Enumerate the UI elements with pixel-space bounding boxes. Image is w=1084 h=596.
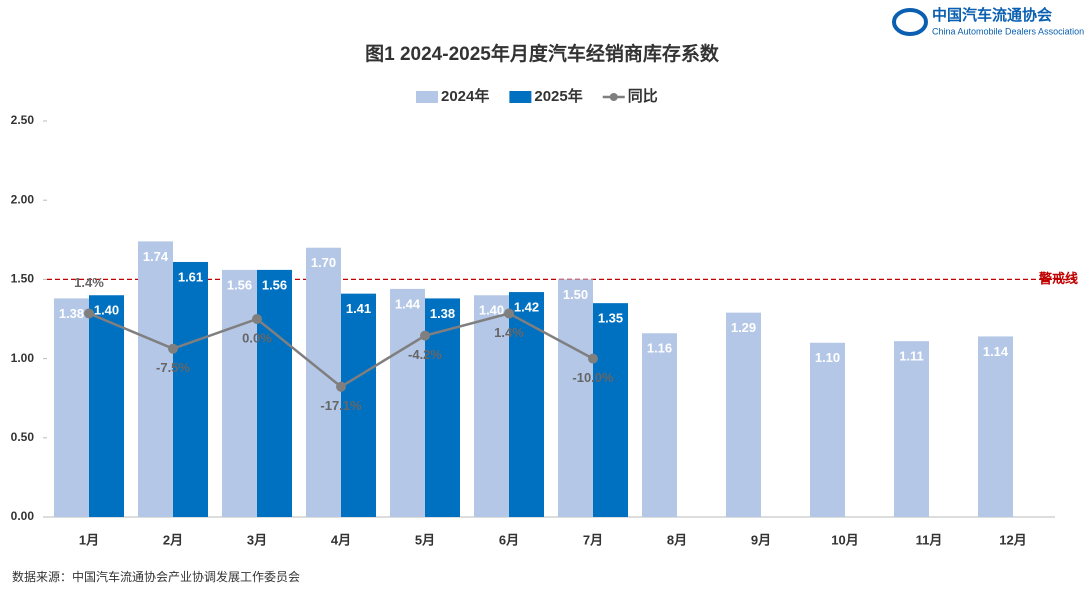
y-tick-label: 1.50 — [11, 272, 35, 286]
data-label: 1.35 — [598, 311, 623, 326]
data-label: -10.0% — [572, 370, 614, 385]
x-tick-label: 2月 — [163, 532, 183, 547]
threshold-label: 警戒线 — [1039, 271, 1078, 286]
x-tick-label: 11月 — [916, 532, 943, 547]
x-tick-label: 6月 — [499, 532, 519, 547]
line-point — [504, 308, 514, 319]
legend-label: 2024年 — [441, 87, 489, 105]
data-label: 1.11 — [899, 349, 924, 364]
data-label: 1.40 — [479, 303, 504, 318]
bar — [558, 279, 593, 517]
bar — [173, 261, 208, 517]
source: 数据来源：中国汽车流通协会产业协调发展工作委员会 — [12, 569, 300, 584]
data-label: 1.10 — [815, 350, 840, 365]
legend-swatch — [609, 93, 618, 101]
line-point — [588, 353, 598, 364]
data-label: 1.44 — [395, 296, 421, 311]
bar — [593, 303, 628, 517]
y-tick-label: 0.50 — [11, 430, 35, 444]
bar — [222, 269, 257, 517]
data-label: 1.4% — [74, 275, 104, 290]
bar — [138, 241, 173, 517]
bar — [257, 269, 292, 517]
x-tick-label: 12月 — [999, 532, 1026, 547]
data-label: 1.16 — [647, 341, 672, 356]
line-point — [420, 330, 430, 341]
line-point — [168, 343, 178, 354]
data-label: 0.0% — [242, 330, 272, 345]
data-label: 1.40 — [94, 303, 119, 318]
data-label: 1.70 — [311, 255, 336, 270]
data-label: 1.4% — [494, 325, 524, 340]
x-tick-label: 8月 — [667, 532, 687, 547]
bar — [341, 293, 376, 517]
data-label: -7.5% — [156, 360, 190, 375]
data-label: 1.56 — [262, 277, 287, 292]
data-label: 1.38 — [430, 306, 455, 321]
y-tick-label: 1.00 — [11, 351, 35, 365]
data-label: 1.29 — [731, 320, 756, 335]
legend-swatch — [509, 91, 532, 103]
x-tick-label: 1月 — [79, 532, 99, 547]
y-tick-label: 0.00 — [11, 509, 35, 523]
bar — [89, 295, 124, 517]
legend-label: 同比 — [628, 87, 658, 105]
chart-title: 图1 2024-2025年月度汽车经销商库存系数 — [365, 42, 720, 65]
data-label: 1.74 — [143, 249, 169, 264]
data-label: 1.56 — [227, 277, 252, 292]
data-label: 1.61 — [178, 269, 203, 284]
data-label: 1.41 — [346, 301, 371, 316]
x-tick-label: 3月 — [247, 532, 267, 547]
data-label: -17.1% — [320, 398, 362, 413]
x-tick-label: 10月 — [831, 532, 858, 547]
brand-name-en: China Automobile Dealers Association — [932, 26, 1084, 36]
x-tick-label: 7月 — [583, 532, 603, 547]
line-point — [252, 314, 262, 324]
data-label: 1.42 — [514, 300, 539, 315]
bar — [726, 312, 761, 517]
bar — [54, 298, 89, 517]
x-tick-label: 4月 — [331, 532, 351, 547]
line-point — [84, 308, 94, 319]
legend-label: 2025年 — [534, 87, 582, 105]
legend-swatch — [416, 91, 438, 103]
brand-name: 中国汽车流通协会 — [932, 6, 1052, 24]
line-point — [336, 381, 346, 392]
y-tick-label: 2.00 — [11, 192, 35, 206]
data-label: 1.50 — [563, 287, 588, 302]
x-tick-label: 5月 — [415, 532, 435, 547]
bar — [894, 341, 929, 517]
bar — [390, 288, 425, 517]
bar — [978, 336, 1013, 517]
bar — [810, 342, 845, 517]
data-label: -4.2% — [408, 347, 442, 362]
y-tick-label: 2.50 — [11, 113, 35, 127]
bar — [474, 295, 509, 517]
bar — [642, 333, 677, 517]
data-label: 1.38 — [59, 306, 84, 321]
data-label: 1.14 — [983, 344, 1009, 359]
x-tick-label: 9月 — [751, 532, 771, 547]
logo — [892, 8, 928, 36]
